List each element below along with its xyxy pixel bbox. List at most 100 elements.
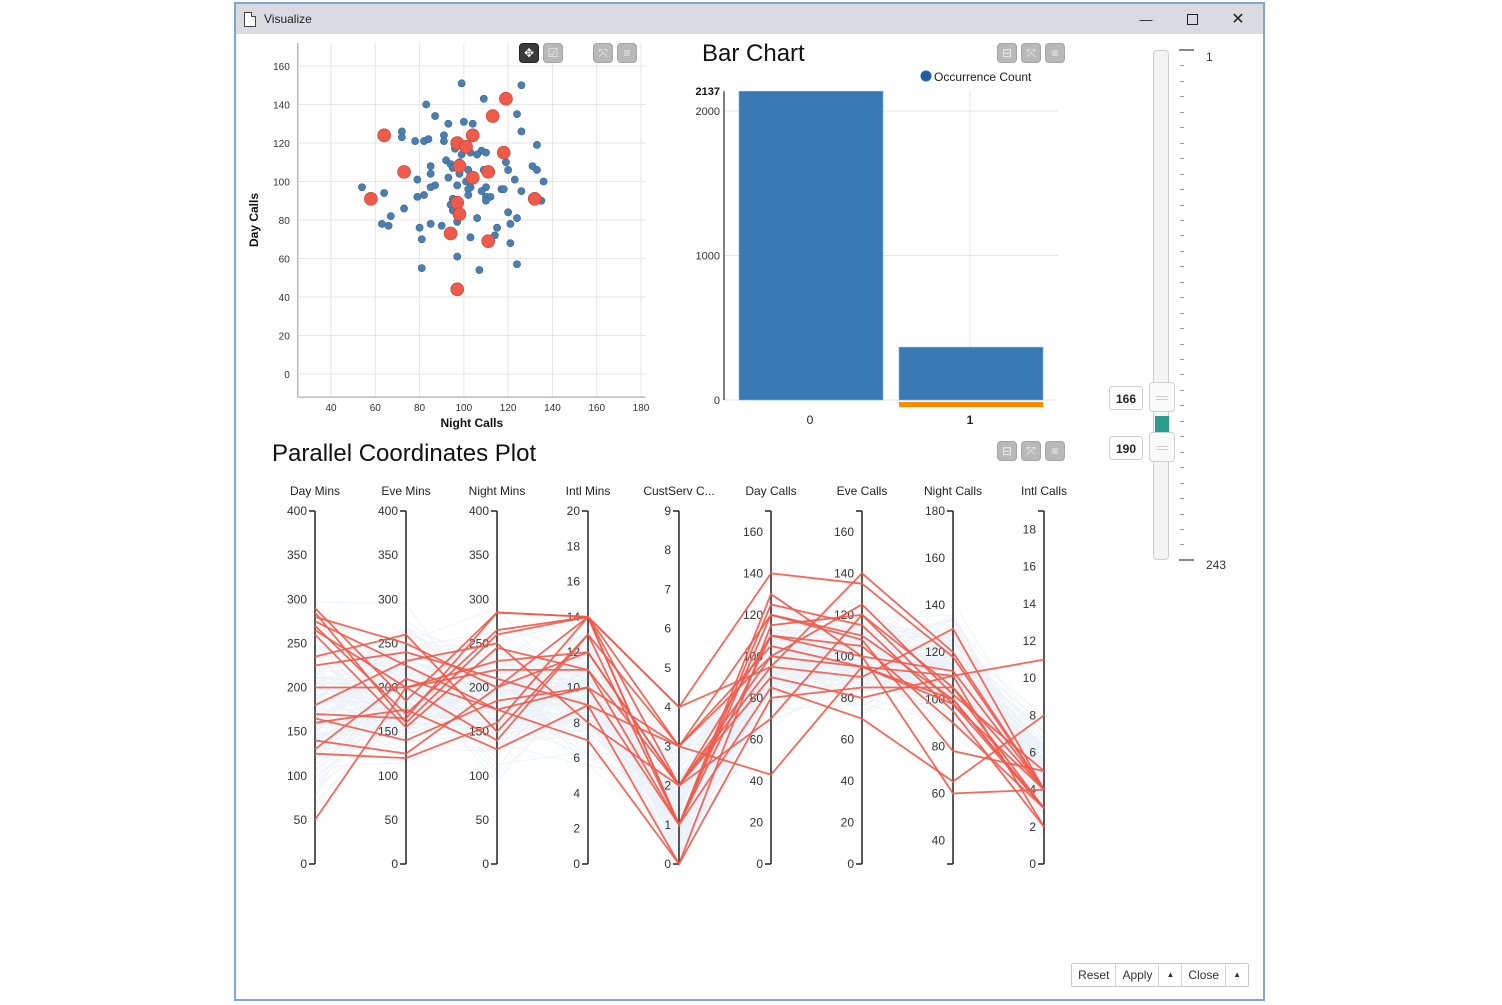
data-point[interactable] (422, 100, 431, 109)
data-point[interactable] (426, 169, 435, 178)
collapse-button[interactable]: ⊟ (997, 43, 1017, 63)
data-point[interactable] (384, 221, 393, 230)
data-point[interactable] (413, 175, 422, 184)
data-point[interactable] (426, 183, 435, 192)
data-point[interactable] (397, 133, 406, 142)
menu-button[interactable]: ≡ (1045, 43, 1065, 63)
maximize-button[interactable] (1169, 4, 1215, 34)
data-point[interactable] (502, 158, 510, 167)
data-point[interactable] (459, 117, 468, 126)
data-point[interactable] (413, 192, 422, 201)
data-point[interactable] (378, 219, 386, 228)
data-point[interactable] (482, 148, 490, 157)
bar-chart[interactable]: 0 1000 2000 2137 0 1 Occurrence Count (666, 34, 1086, 434)
close-menu-button[interactable]: ▲ (1233, 970, 1241, 979)
data-point[interactable] (453, 252, 462, 261)
data-point[interactable] (475, 266, 484, 274)
data-point[interactable] (440, 137, 448, 145)
fullscreen-button[interactable]: ⤧ (1021, 43, 1041, 63)
data-point[interactable] (473, 214, 482, 222)
fullscreen-button[interactable]: ⤧ (593, 43, 613, 63)
data-point[interactable] (479, 94, 488, 103)
data-point[interactable] (517, 81, 526, 90)
selected-data-point[interactable] (443, 226, 458, 241)
selected-data-point[interactable] (450, 195, 465, 210)
data-point[interactable] (473, 150, 482, 159)
apply-button[interactable]: Apply (1116, 964, 1160, 986)
selected-data-point[interactable] (452, 159, 467, 173)
data-point[interactable] (453, 181, 462, 190)
data-point[interactable] (400, 204, 408, 213)
data-point[interactable] (533, 141, 541, 149)
data-point[interactable] (411, 137, 420, 145)
data-point[interactable] (444, 173, 453, 182)
data-point[interactable] (426, 162, 435, 170)
data-point[interactable] (426, 219, 435, 228)
reset-button[interactable]: Reset (1072, 964, 1117, 986)
data-point[interactable] (510, 175, 519, 184)
bar-1[interactable] (898, 346, 1044, 401)
data-point[interactable] (380, 189, 389, 197)
data-point[interactable] (517, 127, 526, 136)
data-point[interactable] (517, 187, 526, 196)
fullscreen-button[interactable]: ⤧ (1021, 441, 1041, 461)
data-point[interactable] (437, 221, 446, 230)
data-point[interactable] (464, 191, 473, 199)
data-point[interactable] (533, 166, 541, 174)
slider-selected-range[interactable] (1155, 416, 1169, 434)
selected-data-point[interactable] (364, 192, 378, 206)
selected-data-point[interactable] (499, 91, 513, 106)
slider-low-handle[interactable] (1149, 382, 1175, 412)
data-point[interactable] (417, 235, 426, 244)
data-point[interactable] (513, 214, 521, 222)
selected-data-point[interactable] (481, 234, 496, 248)
data-point[interactable] (504, 208, 513, 217)
selected-data-point[interactable] (450, 282, 465, 297)
select-tool-button[interactable]: ☑ (543, 43, 563, 63)
selected-data-point[interactable] (452, 207, 467, 222)
pan-tool-button[interactable]: ✥ (519, 43, 539, 63)
data-point[interactable] (386, 212, 395, 221)
selected-data-point[interactable] (397, 165, 411, 179)
bar-0[interactable] (738, 90, 884, 401)
data-point[interactable] (457, 79, 466, 88)
pcp-axis[interactable]: 0 50 100 150 200 250 300 350 400 Day Mins (287, 484, 340, 871)
data-point[interactable] (493, 223, 501, 232)
selected-data-point[interactable] (496, 145, 511, 160)
selected-data-point[interactable] (465, 170, 480, 185)
close-button[interactable]: ✕ (1215, 4, 1261, 34)
data-point[interactable] (506, 239, 515, 247)
menu-button[interactable]: ≡ (617, 43, 637, 63)
selected-data-point[interactable] (485, 109, 500, 123)
data-point[interactable] (444, 119, 453, 128)
selected-data-point[interactable] (527, 192, 542, 206)
title-bar[interactable]: Visualize — ✕ (236, 4, 1263, 34)
data-point[interactable] (417, 264, 426, 273)
data-point[interactable] (358, 183, 366, 192)
collapse-button[interactable]: ⊟ (997, 441, 1017, 461)
data-point[interactable] (424, 135, 433, 144)
data-point[interactable] (431, 112, 439, 120)
selected-data-point[interactable] (377, 128, 391, 143)
data-point[interactable] (499, 185, 508, 194)
data-point[interactable] (466, 233, 475, 242)
data-point[interactable] (482, 196, 490, 205)
scatter-plot[interactable]: 40 60 80 100 120 140 160 180 0 20 40 60 80 100 120 140 1… (236, 34, 666, 434)
selected-data-point[interactable] (481, 165, 496, 179)
range-slider-track[interactable] (1153, 50, 1169, 560)
slider-high-handle[interactable] (1149, 432, 1175, 462)
data-point[interactable] (477, 187, 486, 196)
data-point[interactable] (513, 260, 521, 269)
selected-data-point[interactable] (459, 140, 473, 154)
apply-menu-button[interactable]: ▲ (1159, 964, 1183, 986)
close-dialog-button[interactable]: Close (1182, 964, 1227, 986)
data-point[interactable] (506, 219, 515, 228)
pcp-axis[interactable]: 0 1 2 3 4 5 6 7 8 9 CustServ C... (643, 484, 714, 871)
data-point[interactable] (513, 110, 521, 119)
data-point[interactable] (415, 223, 424, 232)
selected-data-point[interactable] (465, 128, 480, 143)
data-point[interactable] (420, 191, 428, 199)
